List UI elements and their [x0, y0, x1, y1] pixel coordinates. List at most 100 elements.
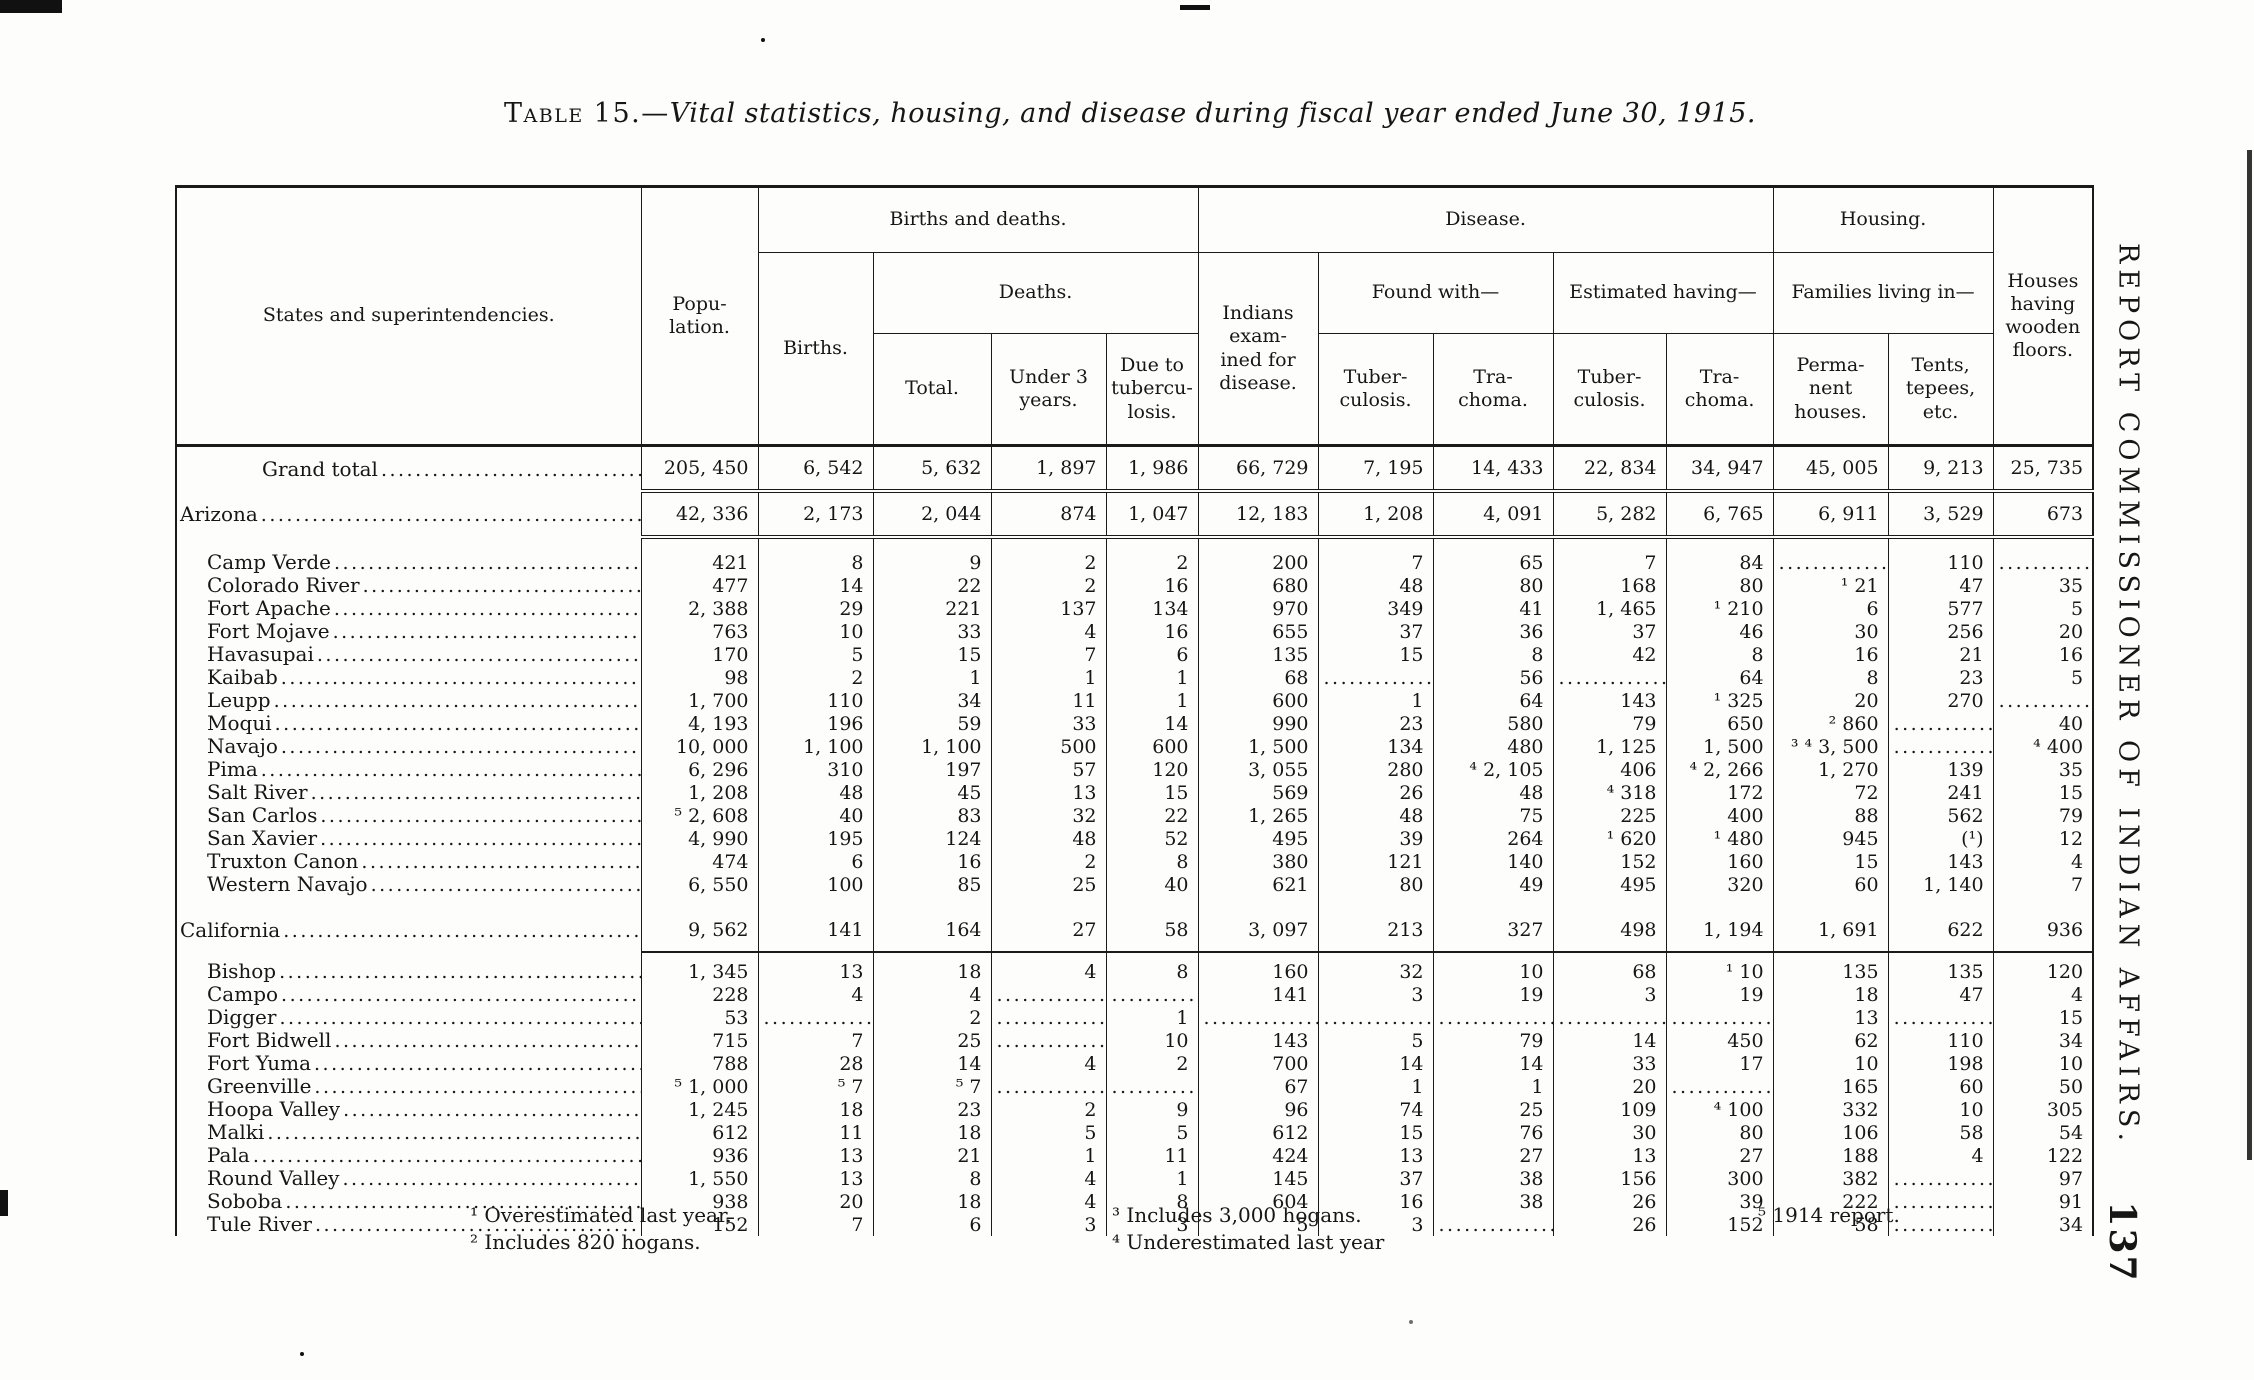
table-cell: 106: [1772, 1121, 1889, 1144]
table-cell: 13: [990, 781, 1106, 804]
table-cell: 13: [757, 1144, 873, 1167]
table-cell: 80: [1432, 574, 1554, 597]
table-cell: 160: [1665, 850, 1774, 873]
row-label: Digger..................................…: [207, 1006, 641, 1029]
table-cell: 195: [757, 827, 873, 850]
table-cell: ..............: [990, 1029, 1106, 1052]
table-cell: 18: [872, 1190, 991, 1213]
table-body: Grand total.............................…: [176, 445, 2094, 1236]
col-header-births: Births.: [757, 252, 874, 446]
table-cell: 60: [1887, 1075, 1994, 1098]
table-cell: 4: [757, 983, 873, 1006]
table-cell: 48: [990, 827, 1106, 850]
table-cell: 16: [1105, 620, 1199, 643]
table-cell: 7: [1317, 537, 1434, 574]
table-cell: 1, 125: [1552, 735, 1667, 758]
table-cell: 135: [1197, 643, 1319, 666]
row-label: California..............................…: [180, 919, 641, 942]
table-cell: 11: [1105, 1144, 1199, 1167]
table-cell: 270: [1887, 689, 1994, 712]
table-cell: 20: [1772, 689, 1889, 712]
table-cell: 205, 450: [640, 445, 758, 493]
table-cell: 48: [1432, 781, 1554, 804]
table-cell: 48: [1317, 804, 1434, 827]
table-row-grand-total: Grand total.............................…: [176, 445, 2094, 493]
table-cell: 13: [757, 1167, 873, 1190]
footnote-5: ⁵ 1914 report.: [1758, 1203, 1900, 1227]
table-cell: ..............: [1665, 1075, 1774, 1098]
table-cell: 135: [1887, 952, 1994, 983]
table-cell: 7: [1552, 537, 1667, 574]
table-cell: 46: [1665, 620, 1774, 643]
table-cell: 40: [1105, 873, 1199, 896]
table-cell: 600: [1197, 689, 1319, 712]
table-cell: 241: [1887, 781, 1994, 804]
table-cell: 12, 183: [1197, 491, 1319, 539]
table-cell: ..............: [1317, 666, 1434, 689]
table-cell: ..............: [1317, 1006, 1434, 1029]
table-cell: 152: [1665, 1213, 1774, 1236]
table-cell: 332: [1772, 1098, 1889, 1121]
table-cell: ¹ 325: [1665, 689, 1774, 712]
table-cell: 406: [1552, 758, 1667, 781]
table-cell: 945: [1772, 827, 1889, 850]
table-cell: 1, 345: [640, 952, 758, 983]
table-cell: ¹ 480: [1665, 827, 1774, 850]
table-cell: 80: [1317, 873, 1434, 896]
table-cell: 196: [757, 712, 873, 735]
table-cell: ⁴ 318: [1552, 781, 1667, 804]
table-cell: ¹ 620: [1552, 827, 1667, 850]
table-cell: 26: [1552, 1213, 1667, 1236]
table-cell: 160: [1197, 952, 1319, 983]
table-cell: 120: [1105, 758, 1199, 781]
table-cell: 26: [1317, 781, 1434, 804]
table-cell: 5: [1992, 666, 2094, 689]
table-cell: 172: [1665, 781, 1774, 804]
table-cell: 4: [1887, 1144, 1994, 1167]
table-cell: 7: [757, 1029, 873, 1052]
table-cell: 2, 388: [640, 597, 758, 620]
table-cell: 349: [1317, 597, 1434, 620]
table-cell: 14: [1432, 1052, 1554, 1075]
table-cell: 170: [640, 643, 758, 666]
table-cell: 143: [1887, 850, 1994, 873]
table-cell: 37: [1317, 1167, 1434, 1190]
table-cell: 5, 632: [872, 445, 991, 493]
table-cell: 28: [757, 1052, 873, 1075]
table-cell: 23: [872, 1098, 991, 1121]
table-cell: ..............: [990, 983, 1106, 1006]
table-cell: 300: [1665, 1167, 1774, 1190]
table-cell: ..............: [1772, 537, 1889, 574]
table-cell: 8: [1432, 643, 1554, 666]
table-cell: 122: [1992, 1144, 2094, 1167]
table-cell: 8: [757, 537, 873, 574]
table-cell: 3: [1317, 983, 1434, 1006]
table-cell: 228: [640, 983, 758, 1006]
row-label: Moqui...................................…: [207, 712, 641, 735]
table-cell: 80: [1665, 1121, 1774, 1144]
table-cell: 8: [1772, 666, 1889, 689]
group-header-estimated-having: Estimated having—: [1552, 252, 1774, 334]
table-cell: 450: [1665, 1029, 1774, 1052]
table-cell: 990: [1197, 712, 1319, 735]
table-cell: 221: [872, 597, 991, 620]
table-cell: 25, 735: [1992, 445, 2094, 493]
col-header-found-tb: Tuber- culosis.: [1317, 333, 1434, 446]
row-label: Malki...................................…: [207, 1121, 641, 1144]
table-cell: 34: [1992, 1213, 2094, 1236]
row-label: Fort Mojave.............................…: [207, 620, 641, 643]
table-cell: 37: [1552, 620, 1667, 643]
table-cell: 1, 897: [990, 445, 1106, 493]
table-cell: 14: [1317, 1052, 1434, 1075]
table-cell: 622: [1887, 896, 1994, 953]
table-cell: 42, 336: [640, 491, 758, 539]
table-cell: 5, 282: [1552, 491, 1667, 539]
table-cell: 52: [1105, 827, 1199, 850]
table-cell: 27: [990, 896, 1106, 953]
table-cell: 67: [1197, 1075, 1319, 1098]
table-cell: 40: [757, 804, 873, 827]
table-cell: 1, 194: [1665, 896, 1774, 953]
table-cell: 11: [757, 1121, 873, 1144]
table-cell: 3: [1552, 983, 1667, 1006]
table-cell: 4: [990, 952, 1106, 983]
